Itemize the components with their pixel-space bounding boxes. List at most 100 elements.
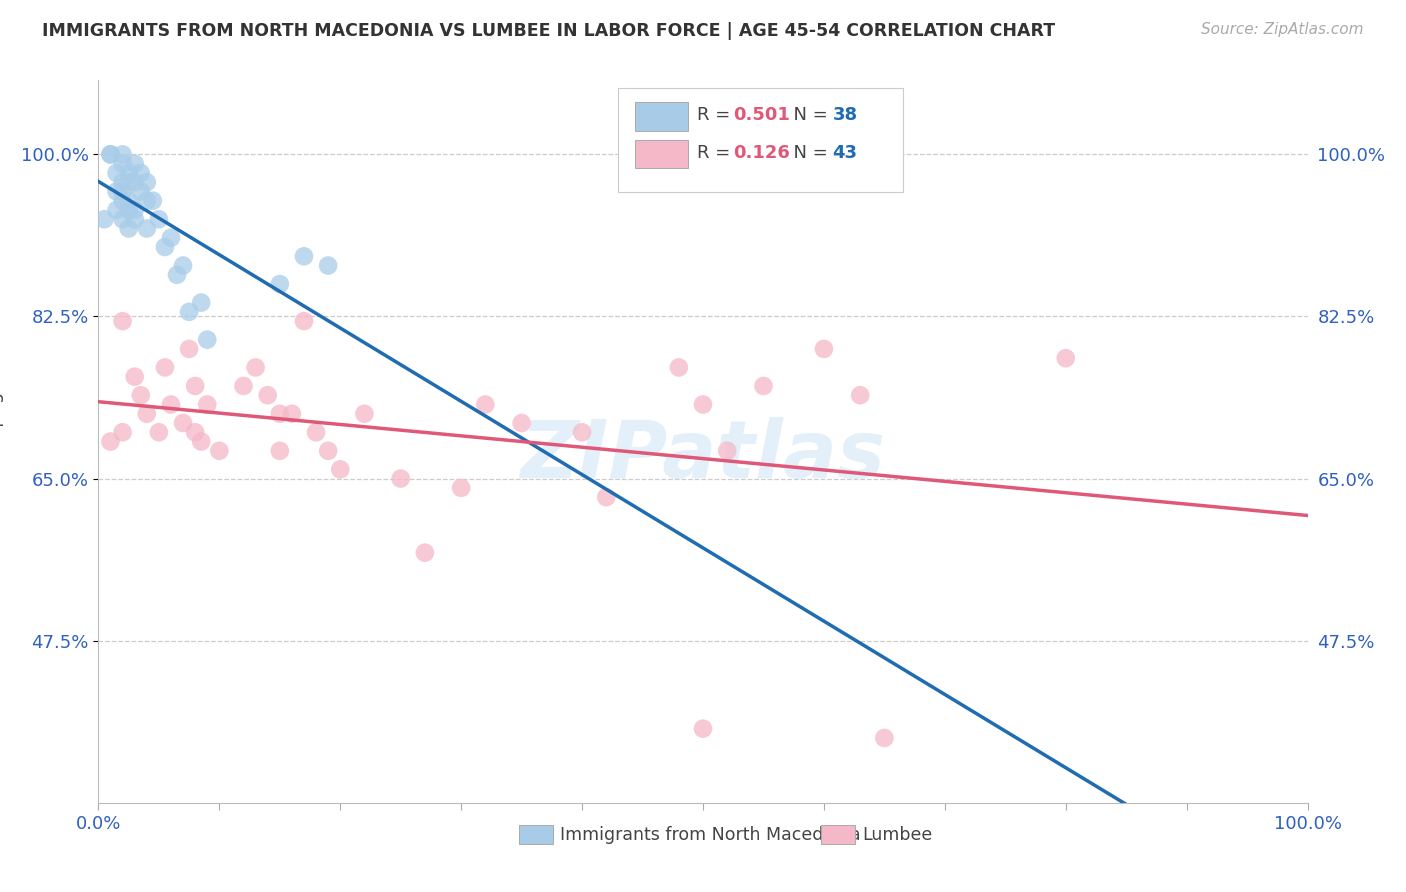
Y-axis label: In Labor Force | Age 45-54: In Labor Force | Age 45-54 [0,322,4,561]
Text: R =: R = [697,106,735,124]
Point [111,425,134,440]
Point [450,481,472,495]
Point [692,722,714,736]
FancyBboxPatch shape [821,825,855,844]
Point [281,407,304,421]
Point [813,342,835,356]
Point [849,388,872,402]
Point [135,175,157,189]
Point [105,202,128,217]
Point [148,425,170,440]
Point [752,379,775,393]
Point [305,425,328,440]
Point [124,212,146,227]
Point [129,166,152,180]
Point [245,360,267,375]
Point [124,202,146,217]
Point [413,546,436,560]
Point [135,407,157,421]
Point [256,388,278,402]
Point [129,388,152,402]
Point [595,490,617,504]
Point [184,425,207,440]
Point [292,314,315,328]
Point [118,202,141,217]
Text: R =: R = [697,144,735,161]
Point [111,314,134,328]
Point [105,185,128,199]
Point [353,407,375,421]
Point [118,221,141,235]
Text: ZIPatlas: ZIPatlas [520,417,886,495]
Point [153,360,176,375]
Point [135,221,157,235]
Point [153,240,176,254]
Point [510,416,533,430]
Point [142,194,165,208]
Text: 38: 38 [832,106,858,124]
Point [474,397,496,411]
Point [148,212,170,227]
Point [124,369,146,384]
Point [179,305,201,319]
Point [111,194,134,208]
Point [1054,351,1077,366]
Point [166,268,188,282]
Point [111,147,134,161]
Point [100,147,122,161]
Point [172,259,194,273]
FancyBboxPatch shape [636,139,689,169]
Point [172,416,194,430]
Point [124,156,146,170]
Text: IMMIGRANTS FROM NORTH MACEDONIA VS LUMBEE IN LABOR FORCE | AGE 45-54 CORRELATION: IMMIGRANTS FROM NORTH MACEDONIA VS LUMBE… [42,22,1056,40]
Point [571,425,593,440]
Point [129,185,152,199]
Text: Immigrants from North Macedonia: Immigrants from North Macedonia [561,826,860,845]
Text: N =: N = [782,106,834,124]
Point [232,379,254,393]
Point [111,212,134,227]
Text: 43: 43 [832,144,858,161]
Point [269,407,291,421]
Point [692,397,714,411]
Point [105,166,128,180]
Point [269,277,291,291]
Point [124,175,146,189]
FancyBboxPatch shape [519,825,553,844]
Point [184,379,207,393]
Point [316,259,339,273]
Point [100,147,122,161]
Point [100,434,122,449]
Point [111,175,134,189]
Point [111,156,134,170]
Point [195,397,218,411]
Point [716,443,738,458]
Point [160,397,183,411]
Point [316,443,339,458]
Point [329,462,352,476]
Point [111,185,134,199]
Point [160,231,183,245]
Text: Source: ZipAtlas.com: Source: ZipAtlas.com [1201,22,1364,37]
Text: N =: N = [782,144,834,161]
Text: Lumbee: Lumbee [863,826,932,845]
Point [269,443,291,458]
Point [118,194,141,208]
Point [118,175,141,189]
Point [190,295,212,310]
Point [118,166,141,180]
Point [179,342,201,356]
Point [190,434,212,449]
Point [208,443,231,458]
Text: 0.126: 0.126 [734,144,790,161]
Point [389,472,412,486]
FancyBboxPatch shape [636,102,689,131]
Point [93,212,115,227]
Point [135,194,157,208]
FancyBboxPatch shape [619,87,903,193]
Point [195,333,218,347]
Point [668,360,690,375]
Text: 0.501: 0.501 [734,106,790,124]
Point [292,249,315,263]
Point [873,731,896,745]
